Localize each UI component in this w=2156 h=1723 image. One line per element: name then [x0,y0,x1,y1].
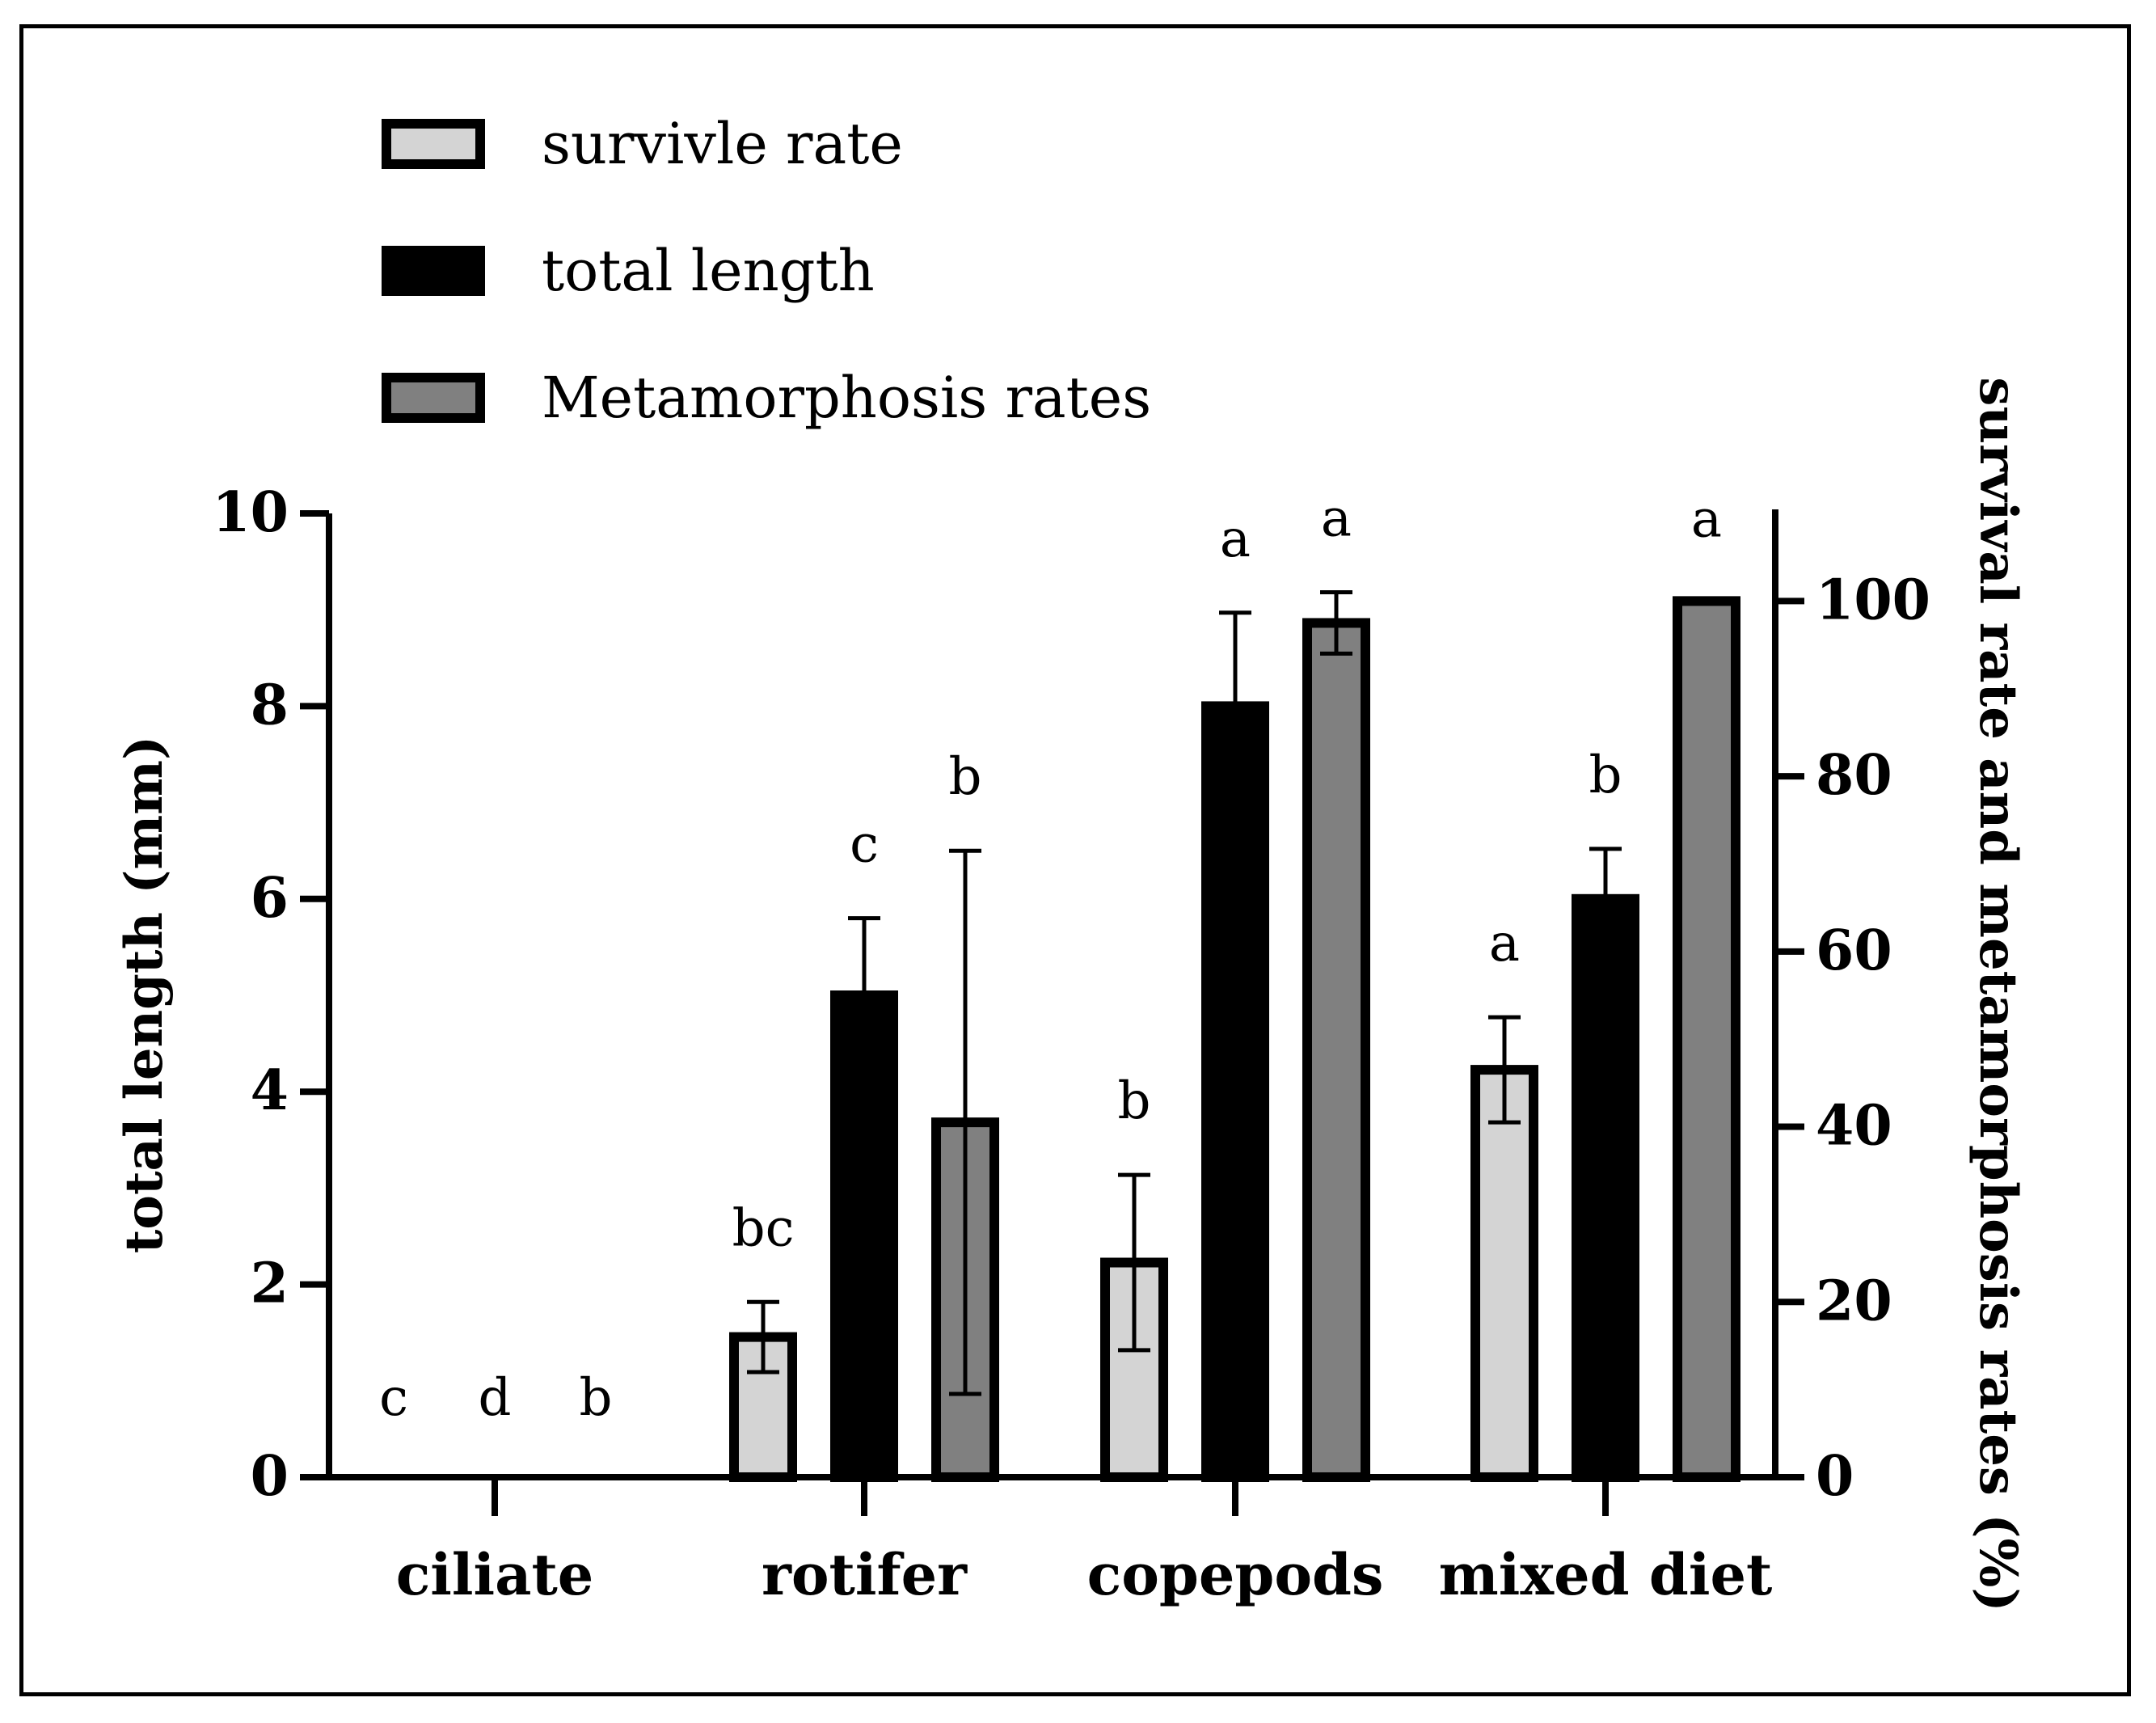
y-right-tick-label: 60 [1816,919,1892,983]
significance-letter: a [1691,489,1722,549]
legend-label: total length [542,238,875,304]
significance-letter: c [379,1368,408,1428]
legend-swatch-survivle-rate [382,119,485,169]
legend-swatch-metamorphosis-rates [382,373,485,423]
y-axis-left-label: total length (mm) [114,736,175,1254]
legend: survivle rate total length Metamorphosis r… [382,111,1151,431]
y-left-tick-label: 4 [251,1058,289,1123]
y-left-tick-label: 10 [212,480,289,545]
y-left-tick-label: 2 [251,1252,289,1316]
significance-letter: a [1220,509,1251,569]
y-right-tick-label: 20 [1816,1269,1892,1333]
y-axis-right-label: survival rate and metamorphosis rates (%… [1968,377,2028,1611]
y-left-tick-label: 0 [251,1444,289,1509]
significance-letter: bc [732,1198,795,1258]
significance-letter: b [1589,745,1622,805]
significance-letter: b [580,1368,613,1428]
significance-letter: b [949,747,982,807]
bar-metamorphosis-rates-mixed-diet [1673,596,1740,1482]
significance-letters: c bc b a d c a b b b a a [379,489,1722,1428]
legend-label: Metamorphosis rates [542,365,1151,431]
y-left-tick-label: 8 [251,673,289,737]
x-tick-label: rotifer [762,1541,968,1608]
legend-swatch-total-length [382,246,485,296]
significance-letter: a [1321,489,1352,549]
figure-frame [19,24,2131,1696]
bar-metamorphosis-rates-copepods [1302,618,1370,1482]
y-right-tick-label: 0 [1816,1444,1854,1509]
y-right-tick-label: 80 [1816,743,1892,808]
legend-label: survivle rate [542,111,903,177]
y-left-tick-label: 6 [251,866,289,931]
bar-total-length-mixed-diet [1572,893,1639,1483]
significance-letter: d [479,1368,512,1428]
x-tick-label: mixed diet [1439,1541,1773,1608]
x-tick-label: copepods [1087,1541,1384,1608]
significance-letter: c [850,815,879,875]
y-right-tick-label: 100 [1816,568,1930,632]
error-bars [747,590,1622,1396]
significance-letter: b [1118,1071,1151,1131]
y-right-tick-label: 40 [1816,1094,1892,1159]
bar-survivle-rate-mixed-diet [1470,1065,1538,1483]
x-tick-label: ciliate [396,1541,594,1608]
bar-total-length-copepods [1201,701,1269,1482]
significance-letter: a [1489,914,1520,973]
